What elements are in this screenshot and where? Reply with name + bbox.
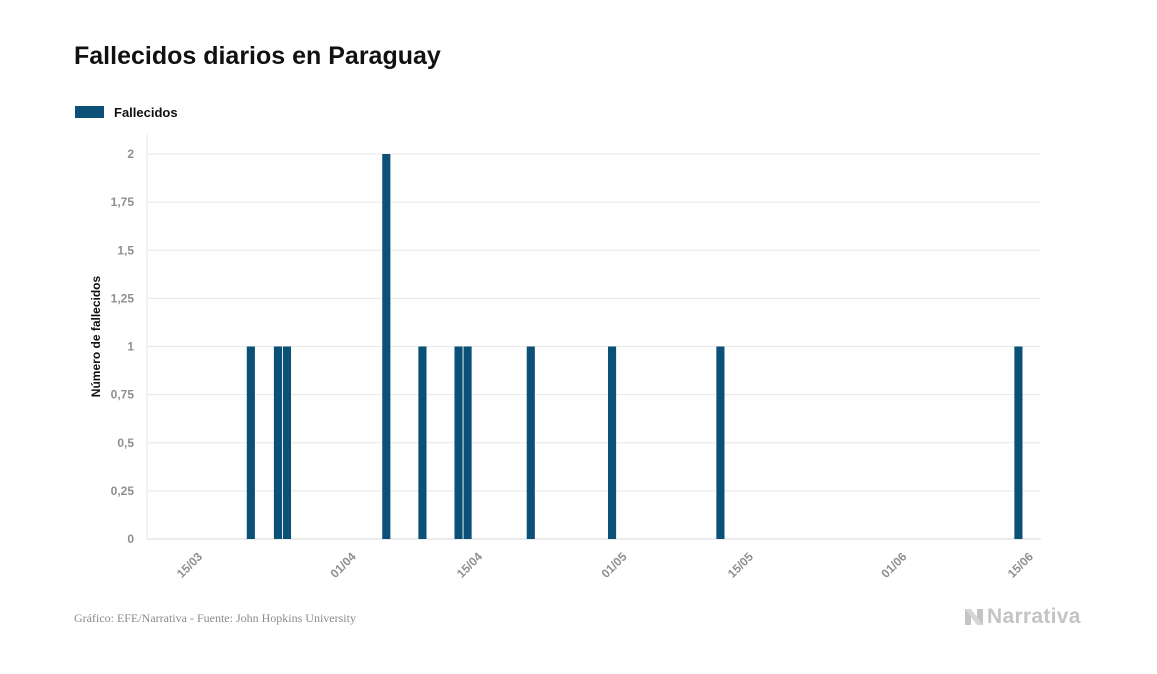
source-credit: Gráfico: EFE/Narrativa - Fuente: John Ho…	[74, 611, 356, 625]
chart-plot: 0 0,25 0,5 0,75 1 1,25 1,5 1,75 2 15/03 01/04 15/04…	[89, 134, 1041, 581]
x-tick-label: 15/03	[174, 549, 205, 580]
bar	[1014, 346, 1023, 539]
y-tick-label: 1	[127, 340, 134, 354]
x-tick-label: 15/04	[454, 549, 485, 580]
y-axis-title: Número de fallecidos	[89, 275, 103, 397]
y-tick-label: 1,25	[111, 291, 135, 305]
x-tick-label: 01/04	[328, 549, 359, 580]
bar	[463, 346, 472, 539]
legend-label: Fallecidos	[114, 104, 178, 120]
x-tick-label: 01/06	[878, 549, 909, 580]
y-tick-label: 0,75	[111, 388, 135, 402]
y-tick-label: 0,5	[117, 436, 134, 450]
chart-title: Fallecidos diarios en Paraguay	[74, 42, 441, 70]
bar	[418, 346, 427, 539]
narrativa-logo-icon	[965, 609, 983, 625]
narrativa-logo-text: Narrativa	[987, 605, 1081, 628]
y-tick-label: 1,5	[117, 243, 134, 257]
x-tick-label: 15/05	[725, 549, 756, 580]
y-tick-label: 0	[127, 532, 134, 546]
bar	[382, 154, 391, 539]
y-tick-label: 1,75	[111, 195, 135, 209]
bar	[607, 346, 617, 539]
x-tick-label: 01/05	[598, 549, 629, 580]
bar	[282, 346, 292, 539]
x-tick-label: 15/06	[1005, 549, 1036, 580]
chart-legend: Fallecidos	[75, 104, 178, 120]
narrativa-logo: Narrativa	[964, 603, 1081, 631]
y-tick-label: 2	[127, 147, 134, 161]
bar	[716, 346, 725, 539]
bar	[454, 346, 463, 539]
y-tick-label: 0,25	[111, 484, 135, 498]
bar	[526, 346, 535, 539]
legend-swatch	[75, 106, 104, 118]
bar	[273, 346, 283, 539]
bar	[246, 346, 255, 539]
